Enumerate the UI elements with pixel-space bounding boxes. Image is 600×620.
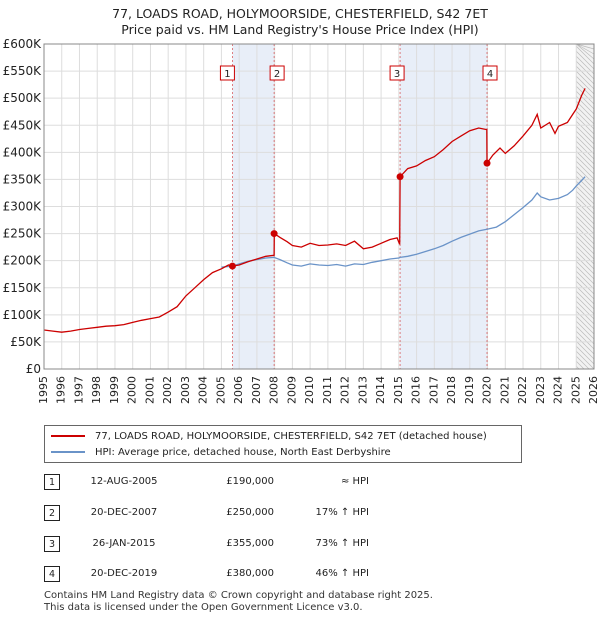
sale-label-number: 3 bbox=[394, 69, 400, 80]
x-tick-label: 2023 bbox=[534, 376, 547, 404]
y-tick-label: £600K bbox=[3, 37, 43, 51]
x-tick-label: 2010 bbox=[303, 376, 316, 404]
y-tick-label: £450K bbox=[3, 118, 43, 132]
sale-price: £355,000 bbox=[226, 538, 274, 549]
sale-label-box bbox=[269, 65, 285, 81]
footer-copyright: Contains HM Land Registry data © Crown c… bbox=[44, 590, 433, 601]
x-tick-label: 2025 bbox=[569, 376, 582, 404]
x-tick-label: 2015 bbox=[392, 376, 405, 404]
sale-label-number: 1 bbox=[224, 69, 230, 80]
sale-hpi-diff: ≈ HPI bbox=[340, 476, 369, 487]
sale-date: 26-JAN-2015 bbox=[92, 538, 156, 549]
sale-number-box: 1 bbox=[44, 474, 60, 490]
x-tick-label: 2002 bbox=[161, 376, 174, 404]
x-tick-label: 2003 bbox=[179, 376, 192, 404]
x-tick-label: 2018 bbox=[445, 376, 458, 404]
x-tick-label: 1998 bbox=[90, 376, 103, 404]
x-tick-label: 2000 bbox=[126, 376, 139, 404]
x-tick-label: 2011 bbox=[321, 376, 334, 404]
sale-hpi-diff: 46% ↑ HPI bbox=[315, 568, 369, 579]
sale-point bbox=[483, 159, 491, 167]
x-tick-label: 2012 bbox=[339, 376, 352, 404]
sale-label-number: 2 bbox=[274, 69, 280, 80]
x-tick-label: 2005 bbox=[214, 376, 227, 404]
x-tick-label: 2022 bbox=[516, 376, 529, 404]
x-tick-label: 1996 bbox=[55, 376, 68, 404]
y-tick-label: £150K bbox=[3, 281, 43, 295]
sale-point bbox=[228, 262, 236, 270]
y-tick-label: £250K bbox=[3, 227, 43, 241]
legend-label-property: 77, LOADS ROAD, HOLYMOORSIDE, CHESTERFIE… bbox=[95, 430, 487, 442]
y-tick-label: £0 bbox=[26, 362, 41, 376]
y-tick-label: £100K bbox=[3, 308, 43, 322]
legend-swatch-blue bbox=[51, 451, 85, 453]
x-tick-label: 2007 bbox=[250, 376, 263, 404]
y-tick-label: £400K bbox=[3, 145, 43, 159]
chart-subtitle: Price paid vs. HM Land Registry's House … bbox=[121, 22, 479, 37]
sale-number-box: 4 bbox=[44, 566, 60, 582]
sale-date: 20-DEC-2007 bbox=[90, 507, 158, 518]
sale-number-box: 3 bbox=[44, 536, 60, 552]
sale-label-box bbox=[389, 65, 405, 81]
sale-price: £250,000 bbox=[226, 507, 274, 518]
x-tick-label: 2026 bbox=[587, 376, 600, 404]
legend: 77, LOADS ROAD, HOLYMOORSIDE, CHESTERFIE… bbox=[44, 425, 522, 463]
legend-swatch-red bbox=[51, 435, 85, 437]
x-tick-label: 2009 bbox=[285, 376, 298, 404]
y-tick-label: £550K bbox=[3, 64, 43, 78]
footer-license: This data is licensed under the Open Gov… bbox=[44, 602, 363, 613]
sale-hpi-diff: 17% ↑ HPI bbox=[315, 507, 369, 518]
x-tick-label: 2016 bbox=[410, 376, 423, 404]
sale-price: £380,000 bbox=[226, 568, 274, 579]
sale-point bbox=[396, 173, 404, 181]
x-tick-label: 2019 bbox=[463, 376, 476, 404]
x-tick-label: 2024 bbox=[552, 376, 565, 404]
x-tick-label: 1999 bbox=[108, 376, 121, 404]
hpi-series-line bbox=[221, 176, 586, 268]
sale-label-box bbox=[219, 65, 235, 81]
sale-number-box: 2 bbox=[44, 505, 60, 521]
x-tick-label: 2008 bbox=[268, 376, 281, 404]
sale-label-number: 4 bbox=[487, 69, 493, 80]
y-tick-label: £300K bbox=[3, 200, 43, 214]
sale-point bbox=[270, 230, 278, 238]
sale-label-box bbox=[482, 65, 498, 81]
x-tick-label: 2017 bbox=[427, 376, 440, 404]
y-tick-label: £500K bbox=[3, 91, 43, 105]
price-chart: £0 £50K £100K £150K £200K £250K £300K £350K £400… bbox=[3, 37, 600, 404]
x-tick-label: 2001 bbox=[143, 376, 156, 404]
legend-label-hpi: HPI: Average price, detached house, Nort… bbox=[95, 446, 391, 458]
x-tick-label: 2021 bbox=[498, 376, 511, 404]
chart-title: 77, LOADS ROAD, HOLYMOORSIDE, CHESTERFIE… bbox=[112, 6, 488, 21]
x-tick-label: 2020 bbox=[481, 376, 494, 404]
sale-date: 12-AUG-2005 bbox=[90, 476, 158, 487]
x-tick-label: 2013 bbox=[356, 376, 369, 404]
y-tick-label: £50K bbox=[10, 335, 42, 349]
y-tick-label: £350K bbox=[3, 172, 43, 186]
plot-border bbox=[43, 43, 595, 370]
x-tick-label: 2004 bbox=[197, 376, 210, 404]
x-tick-label: 1997 bbox=[72, 376, 85, 404]
x-tick-label: 2014 bbox=[374, 376, 387, 404]
legend-item-property: 77, LOADS ROAD, HOLYMOORSIDE, CHESTERFIE… bbox=[51, 428, 487, 444]
y-tick-label: £200K bbox=[3, 254, 43, 268]
sale-price: £190,000 bbox=[226, 476, 274, 487]
property-series-line bbox=[43, 88, 586, 333]
x-tick-label: 2006 bbox=[232, 376, 245, 404]
sale-date: 20-DEC-2019 bbox=[90, 568, 158, 579]
legend-item-hpi: HPI: Average price, detached house, Nort… bbox=[51, 444, 391, 460]
x-tick-label: 1995 bbox=[37, 376, 50, 404]
sale-hpi-diff: 73% ↑ HPI bbox=[315, 538, 369, 549]
